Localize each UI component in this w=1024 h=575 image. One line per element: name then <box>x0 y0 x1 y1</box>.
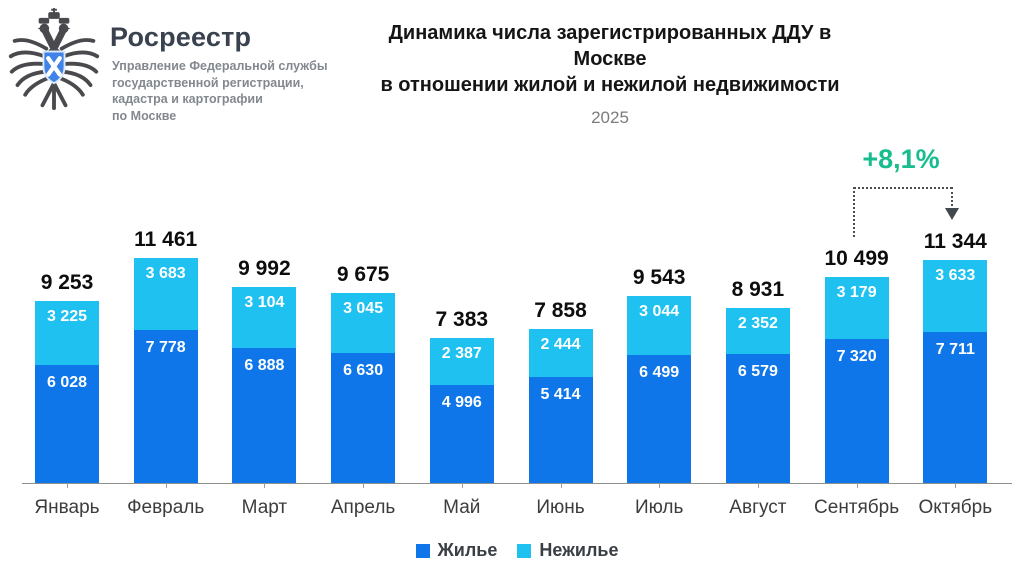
brand-subtitle: Управление Федеральной службы государств… <box>112 58 328 124</box>
bar-total-label: 9 253 <box>40 271 94 295</box>
x-axis-label: Август <box>729 497 787 518</box>
x-axis-label: Май <box>443 497 481 518</box>
legend-item-zhilye: Жилье <box>415 540 498 561</box>
x-axis-label: Апрель <box>330 497 396 518</box>
legend-label-nezhilye: Нежилье <box>539 540 619 560</box>
bar-segment-zhilye <box>824 339 889 483</box>
bar-segment-zhilye <box>331 352 396 483</box>
bar-segment-nezhilye <box>528 328 593 377</box>
legend-swatch-nezhilye <box>517 543 532 558</box>
bar-segment-label-nezhilye: 2 387 <box>441 345 482 363</box>
x-axis-tick <box>757 483 759 488</box>
bar-segment-label-nezhilye: 3 683 <box>145 265 186 282</box>
brand-subtitle-line: государственной регистрации, <box>112 75 304 90</box>
bar-segment-zhilye <box>528 376 593 483</box>
x-axis-tick <box>659 483 661 488</box>
legend-item-nezhilye: Нежилье <box>517 540 618 561</box>
x-axis-label: Сентябрь <box>814 497 900 518</box>
brand-name: Росреестр <box>110 22 252 52</box>
bar-segment-label-zhilye: 6 028 <box>46 373 88 391</box>
bar-segment-zhilye <box>133 330 198 483</box>
bar-segment-label-zhilye: 7 320 <box>836 348 877 366</box>
bar-segment-nezhilye <box>331 293 396 353</box>
x-axis-tick <box>560 483 562 488</box>
x-axis-tick <box>363 483 365 488</box>
annotation-arrowhead-icon <box>945 208 959 220</box>
bar-total-label: 8 931 <box>731 277 785 301</box>
bar-segment-label-zhilye: 7 778 <box>145 339 186 357</box>
x-axis-tick <box>856 483 858 488</box>
bar-segment-label-zhilye: 4 996 <box>441 393 482 411</box>
chart-year: 2025 <box>591 108 629 127</box>
x-axis-tick <box>165 483 167 488</box>
bar-segment-nezhilye <box>133 258 198 331</box>
bar-segment-label-nezhilye: 3 045 <box>343 300 384 318</box>
bar-segment-zhilye <box>725 353 790 483</box>
bar-segment-zhilye <box>923 331 988 483</box>
bar-segment-nezhilye <box>725 307 790 354</box>
bar-segment-label-nezhilye: 3 104 <box>244 293 285 311</box>
bar-segment-label-zhilye: 7 711 <box>935 340 975 358</box>
bar-total-label: 10 499 <box>824 246 889 270</box>
bar-segment-zhilye <box>232 347 297 483</box>
brand-subtitle-line: по Москве <box>112 108 177 123</box>
bar-segment-label-nezhilye: 3 225 <box>46 308 88 326</box>
bar-segment-label-zhilye: 6 630 <box>343 361 384 379</box>
x-axis-tick <box>264 483 266 488</box>
bar-segment-nezhilye <box>232 286 297 348</box>
chart-title-block: Динамика числа зарегистрированных ДДУ в … <box>350 20 870 128</box>
bar-segment-zhilye <box>35 364 99 483</box>
bar-segment-label-zhilye: 6 499 <box>639 364 680 382</box>
bar-segment-label-nezhilye: 2 352 <box>737 314 778 332</box>
x-axis-label: Июль <box>634 497 684 518</box>
brand-subtitle-line: Управление Федеральной службы <box>112 59 328 73</box>
bar-total-label: 9 675 <box>336 263 390 287</box>
bar-total-label: 7 383 <box>435 308 489 332</box>
bar-segment-nezhilye <box>429 338 494 385</box>
bar-segment-label-nezhilye: 3 044 <box>639 302 680 320</box>
x-axis-label: Февраль <box>127 497 205 518</box>
legend-swatch-zhilye <box>415 543 430 558</box>
bar-total-label: 11 344 <box>923 230 987 254</box>
bar-segment-label-zhilye: 6 579 <box>737 362 778 380</box>
legend-label-zhilye: Жилье <box>437 540 498 560</box>
bar-segment-nezhilye <box>35 301 99 365</box>
bar-segment-zhilye <box>627 355 692 483</box>
annotation-connector-right <box>951 187 953 206</box>
bar-segment-label-nezhilye: 3 633 <box>935 267 976 285</box>
bar-segment-label-zhilye: 6 888 <box>244 356 285 374</box>
bar-total-label: 7 858 <box>534 298 587 322</box>
growth-annotation: +8,1% <box>862 144 940 174</box>
x-axis-label: Январь <box>34 497 100 518</box>
x-axis-tick <box>67 483 68 488</box>
bar-total-label: 11 461 <box>134 228 198 251</box>
x-axis-tick <box>955 483 957 488</box>
annotation-connector-left <box>853 187 855 237</box>
bar-total-label: 9 992 <box>238 256 291 280</box>
bar-segment-nezhilye <box>923 260 988 332</box>
x-axis-line <box>22 483 1012 484</box>
bar-segment-label-nezhilye: 2 444 <box>540 335 581 353</box>
chart-title-line1: Динамика числа зарегистрированных ДДУ в … <box>388 22 832 70</box>
bar-total-label: 9 543 <box>632 265 686 289</box>
x-axis-label: Июнь <box>536 497 585 518</box>
chart-legend: Жилье Нежилье <box>22 540 1012 561</box>
x-axis-label: Март <box>241 497 288 518</box>
bar-segment-nezhilye <box>627 295 692 356</box>
rosreestr-eagle-logo <box>8 8 100 111</box>
bar-segment-zhilye <box>429 384 494 483</box>
bar-segment-nezhilye <box>824 276 889 340</box>
chart-title-line2: в отношении жилой и нежилой недвижимости <box>380 74 840 96</box>
annotation-connector-horizontal <box>854 187 952 189</box>
brand-subtitle-line: кадастра и картографии <box>112 92 263 106</box>
x-axis-label: Октябрь <box>918 497 993 518</box>
bar-segment-label-nezhilye: 3 179 <box>836 283 877 301</box>
bar-segment-label-zhilye: 5 414 <box>540 385 581 403</box>
x-axis-tick <box>461 483 463 488</box>
